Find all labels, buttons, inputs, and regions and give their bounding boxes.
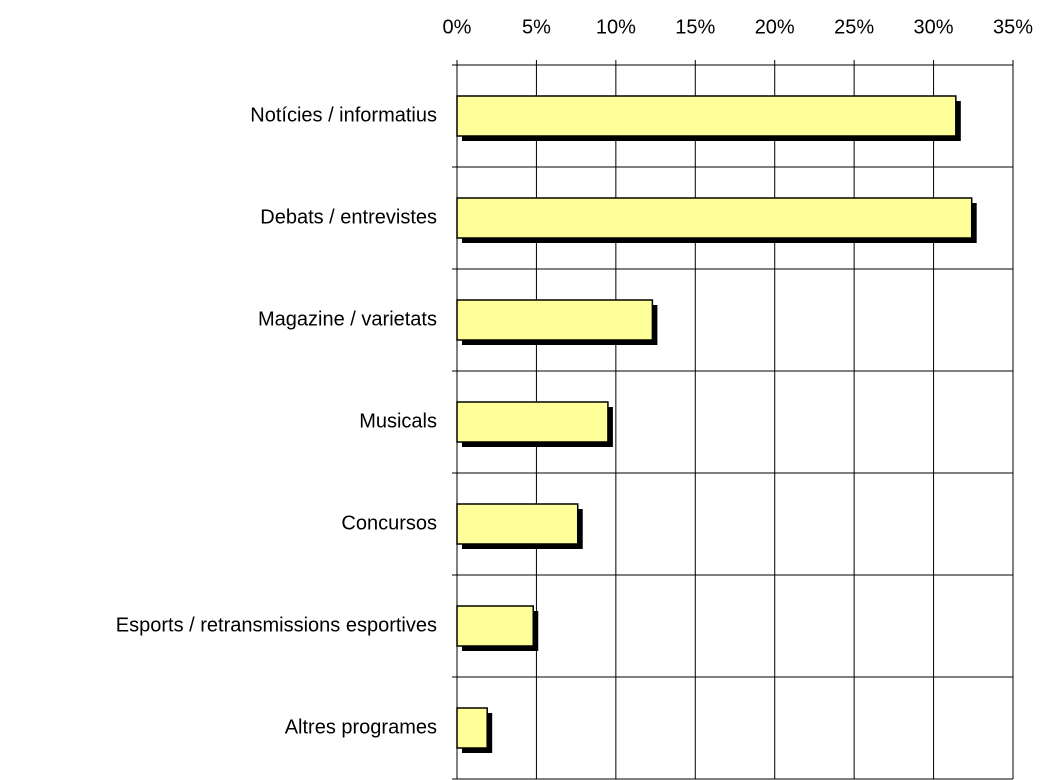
x-tick-label: 25% bbox=[834, 16, 874, 38]
x-tick-label: 10% bbox=[596, 16, 636, 38]
bar bbox=[456, 707, 488, 749]
bar bbox=[456, 95, 957, 137]
y-tick-label: Esports / retransmissions esportives bbox=[116, 614, 437, 636]
bar bbox=[456, 401, 609, 443]
x-tick-label: 15% bbox=[675, 16, 715, 38]
bar bbox=[456, 197, 973, 239]
x-tick-label: 30% bbox=[914, 16, 954, 38]
bar bbox=[456, 605, 535, 647]
bar bbox=[456, 503, 579, 545]
y-tick-label: Concursos bbox=[341, 512, 437, 534]
x-tick-label: 20% bbox=[755, 16, 795, 38]
x-tick-label: 5% bbox=[522, 16, 551, 38]
y-tick-label: Debats / entrevistes bbox=[260, 206, 437, 228]
y-tick-label: Musicals bbox=[359, 410, 437, 432]
bar bbox=[456, 299, 654, 341]
y-tick-label: Magazine / varietats bbox=[258, 308, 437, 330]
x-tick-label: 0% bbox=[443, 16, 472, 38]
y-tick-label: Altres programes bbox=[285, 716, 437, 738]
y-tick-label: Notícies / informatius bbox=[250, 104, 437, 126]
x-tick-label: 35% bbox=[993, 16, 1033, 38]
